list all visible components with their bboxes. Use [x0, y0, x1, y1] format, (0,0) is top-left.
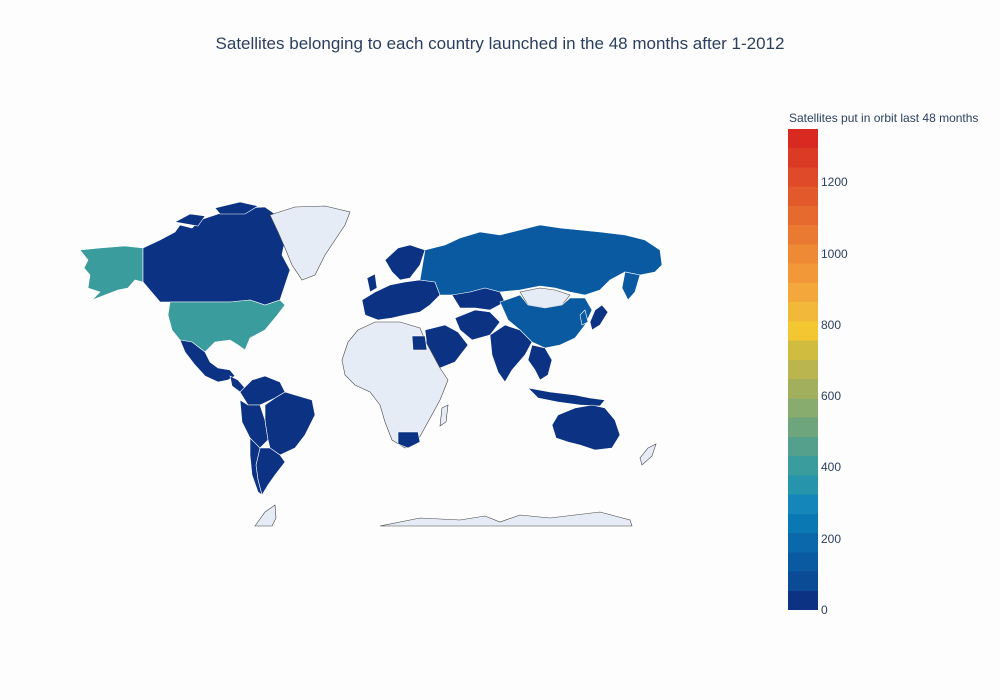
colorbar-tick-400: 400 [821, 460, 842, 475]
colorbar-tick-600: 600 [821, 389, 842, 404]
country-peru[interactable] [239, 399, 269, 449]
country-chile[interactable] [249, 437, 263, 496]
colorbar-title: Satellites put in orbit last 48 months [789, 111, 979, 125]
country-antarctica[interactable] [254, 504, 633, 527]
colorbar [788, 129, 818, 610]
country-south-africa[interactable] [397, 431, 421, 449]
country-united-kingdom[interactable] [366, 273, 378, 293]
country-korea[interactable] [579, 309, 589, 326]
country-europe[interactable] [361, 279, 441, 321]
chart-title: Satellites belonging to each country lau… [215, 34, 785, 53]
world-map[interactable] [80, 200, 662, 530]
country-australia[interactable] [551, 404, 621, 451]
colorbar-tick-1000: 1000 [821, 246, 848, 261]
country-southeast-asia[interactable] [527, 344, 553, 381]
colorbar-tick-1200: 1200 [821, 175, 848, 190]
country-india[interactable] [489, 324, 533, 383]
country-japan[interactable] [589, 304, 609, 331]
country-brazil[interactable] [264, 391, 316, 456]
country-canada[interactable] [142, 206, 291, 306]
country-scandinavia[interactable] [384, 244, 426, 281]
country-indonesia[interactable] [527, 387, 606, 407]
country-new-zealand[interactable] [639, 443, 657, 466]
country-mexico[interactable] [179, 339, 236, 383]
country-greenland[interactable] [269, 205, 351, 281]
country-iran[interactable] [454, 309, 501, 341]
country-madagascar[interactable] [439, 404, 449, 427]
country-russia-kamchatka[interactable] [621, 271, 641, 301]
country-canada-islands[interactable] [174, 201, 259, 227]
colorbar-tick-800: 800 [821, 317, 842, 332]
country-egypt[interactable] [411, 335, 428, 351]
colorbar-tick-200: 200 [821, 531, 842, 546]
country-alaska[interactable] [80, 245, 144, 301]
colorbar-tick-0: 0 [821, 603, 828, 617]
